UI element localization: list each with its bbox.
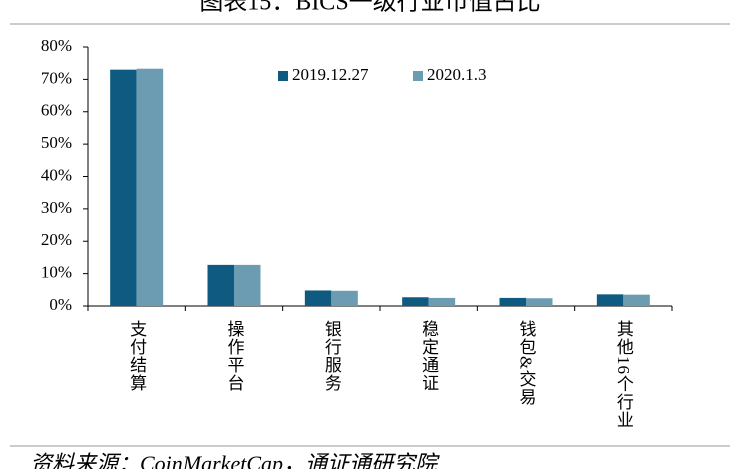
bar [207, 264, 234, 306]
y-tick-label: 20% [41, 230, 72, 249]
x-tick-label: 稳定通证 [419, 320, 439, 392]
bar [526, 298, 553, 306]
legend-label: 2020.1.3 [427, 65, 487, 84]
bar [234, 264, 261, 306]
bar [402, 297, 429, 306]
bar [304, 290, 332, 306]
y-tick-label: 50% [41, 133, 72, 152]
y-tick-label: 80% [41, 36, 72, 55]
legend-label: 2019.12.27 [292, 65, 369, 84]
bar [136, 68, 164, 306]
bar [499, 297, 526, 306]
x-tick-label: 其他16个行业 [614, 320, 634, 429]
source: 资料来源：CoinMarketCap，通证通研究院 [30, 451, 440, 469]
x-tick-label: 银行服务 [322, 320, 342, 392]
y-tick-label: 60% [41, 101, 72, 120]
chart-title: 图表15：BICS一级行业市值占比 [199, 0, 540, 16]
y-tick-label: 30% [41, 198, 72, 217]
x-tick-label: 钱包&交易 [517, 320, 537, 406]
bar [331, 290, 358, 306]
bar [428, 297, 456, 306]
bar [110, 69, 137, 306]
y-tick-label: 40% [41, 165, 72, 184]
bar [596, 294, 624, 306]
x-tick-label: 支付结算 [127, 320, 147, 392]
bar [623, 294, 650, 306]
x-tick-label: 操作平台 [225, 320, 245, 392]
y-tick-label: 0% [49, 295, 72, 314]
legend-swatch [413, 71, 423, 81]
y-tick-label: 70% [41, 68, 72, 87]
legend-swatch [278, 71, 288, 81]
y-tick-label: 10% [41, 263, 72, 282]
